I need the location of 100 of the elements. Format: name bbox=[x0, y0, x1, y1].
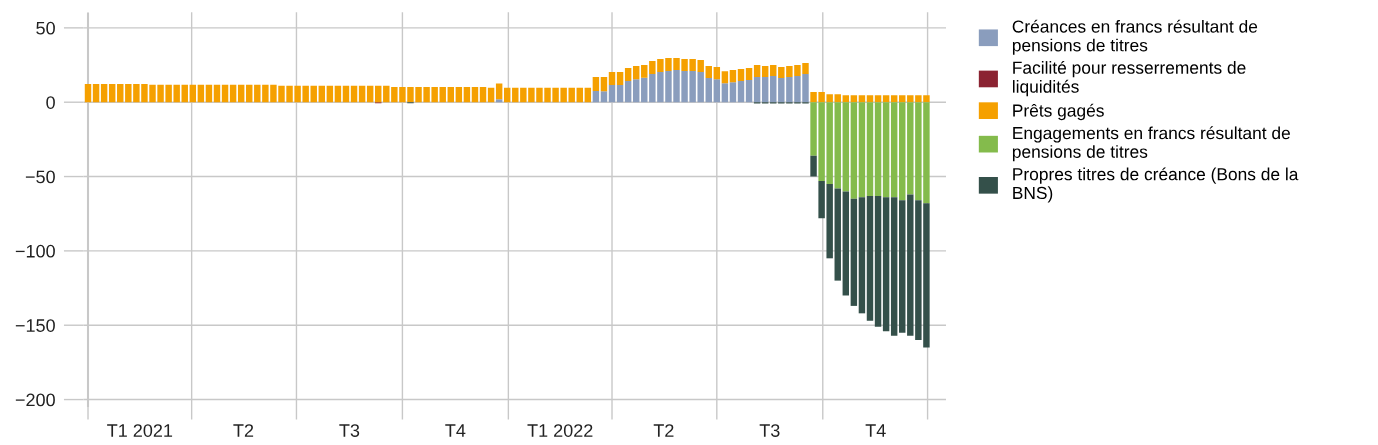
bar bbox=[375, 85, 382, 103]
bar bbox=[834, 188, 841, 281]
bar bbox=[366, 85, 374, 103]
x-tick-label: T1 2021 bbox=[107, 424, 173, 437]
bar bbox=[92, 83, 100, 103]
bar bbox=[890, 102, 898, 198]
bar bbox=[882, 102, 890, 198]
bar bbox=[334, 85, 342, 103]
bar bbox=[641, 77, 648, 103]
legend-label: Propres titres de créance (Bons de la BNS) bbox=[1013, 167, 1299, 203]
bar bbox=[770, 65, 777, 77]
bar bbox=[761, 77, 769, 103]
bar bbox=[600, 91, 608, 103]
bar bbox=[882, 95, 890, 103]
bar bbox=[842, 102, 850, 192]
bar bbox=[858, 95, 866, 103]
bar bbox=[753, 65, 761, 78]
bar bbox=[592, 77, 600, 91]
bar bbox=[624, 68, 632, 82]
bar bbox=[834, 94, 841, 103]
bar bbox=[503, 87, 511, 103]
bar bbox=[189, 84, 197, 103]
bar bbox=[495, 99, 503, 103]
bar bbox=[834, 102, 841, 189]
bar bbox=[842, 191, 850, 296]
bar bbox=[487, 87, 495, 103]
bar bbox=[447, 86, 455, 103]
bar bbox=[810, 155, 817, 177]
bar bbox=[608, 85, 616, 103]
bar bbox=[479, 86, 487, 103]
y-tick-label: −200 bbox=[15, 393, 55, 407]
bar bbox=[108, 83, 116, 103]
bar bbox=[197, 84, 205, 103]
bar bbox=[592, 90, 600, 103]
bar bbox=[899, 200, 906, 333]
x-tick-label: T3 bbox=[759, 424, 780, 437]
bar bbox=[576, 87, 583, 103]
bar bbox=[181, 84, 188, 103]
bar bbox=[584, 87, 592, 103]
bar bbox=[850, 102, 858, 199]
legend-label: Prêts gagés bbox=[1013, 103, 1104, 121]
bar bbox=[616, 85, 624, 103]
bar bbox=[100, 83, 108, 103]
bar bbox=[624, 81, 632, 103]
bar bbox=[721, 83, 729, 103]
bar bbox=[463, 86, 471, 103]
bar bbox=[850, 198, 858, 306]
bar bbox=[866, 102, 874, 196]
bar bbox=[358, 85, 366, 103]
bar bbox=[221, 84, 229, 103]
legend-label: Créances en francs résultant de pensions de titres bbox=[1012, 19, 1258, 55]
bar bbox=[899, 102, 906, 201]
x-tick-label: T2 bbox=[233, 424, 254, 437]
bar bbox=[600, 77, 608, 92]
bar bbox=[729, 70, 737, 83]
bar bbox=[117, 83, 124, 103]
x-tick-label: T1 2022 bbox=[527, 424, 593, 437]
bar bbox=[850, 95, 858, 103]
legend-label: Facilité pour resserrements de liquidités bbox=[1012, 60, 1246, 97]
bar bbox=[882, 197, 890, 332]
bar bbox=[84, 83, 92, 103]
bar bbox=[866, 95, 874, 103]
bar bbox=[874, 95, 882, 103]
bar bbox=[641, 65, 648, 78]
y-tick-label: 50 bbox=[36, 21, 55, 35]
bar bbox=[632, 66, 640, 80]
bar bbox=[310, 85, 317, 103]
bar bbox=[246, 84, 253, 103]
bar bbox=[237, 84, 245, 103]
bar bbox=[205, 84, 213, 103]
bar bbox=[842, 95, 850, 103]
x-tick-label: T3 bbox=[339, 424, 360, 437]
bar bbox=[608, 72, 616, 86]
bar bbox=[761, 66, 769, 78]
bar bbox=[729, 82, 737, 103]
bar bbox=[899, 95, 906, 103]
x-tick-label: T4 bbox=[865, 424, 886, 437]
bar bbox=[350, 85, 358, 103]
bar bbox=[874, 102, 882, 196]
y-tick-label: −50 bbox=[25, 170, 55, 184]
bar bbox=[213, 84, 221, 103]
bar bbox=[866, 195, 874, 321]
bar bbox=[471, 86, 479, 103]
x-tick-label: T4 bbox=[445, 424, 466, 437]
bar bbox=[745, 80, 753, 103]
bar bbox=[326, 85, 334, 103]
bar bbox=[890, 95, 898, 103]
bar bbox=[713, 67, 721, 80]
bar bbox=[721, 71, 729, 84]
x-tick-label: T2 bbox=[653, 424, 674, 437]
legend-label: Engagements en francs résultant de pensions de titres bbox=[1012, 126, 1290, 162]
bar bbox=[737, 69, 745, 82]
bar bbox=[858, 102, 866, 198]
bar bbox=[229, 84, 237, 103]
bar bbox=[342, 85, 350, 103]
bar bbox=[770, 76, 777, 103]
y-tick-label: −150 bbox=[15, 319, 55, 332]
bar bbox=[318, 85, 326, 103]
bar bbox=[705, 66, 712, 79]
bar bbox=[616, 72, 624, 86]
